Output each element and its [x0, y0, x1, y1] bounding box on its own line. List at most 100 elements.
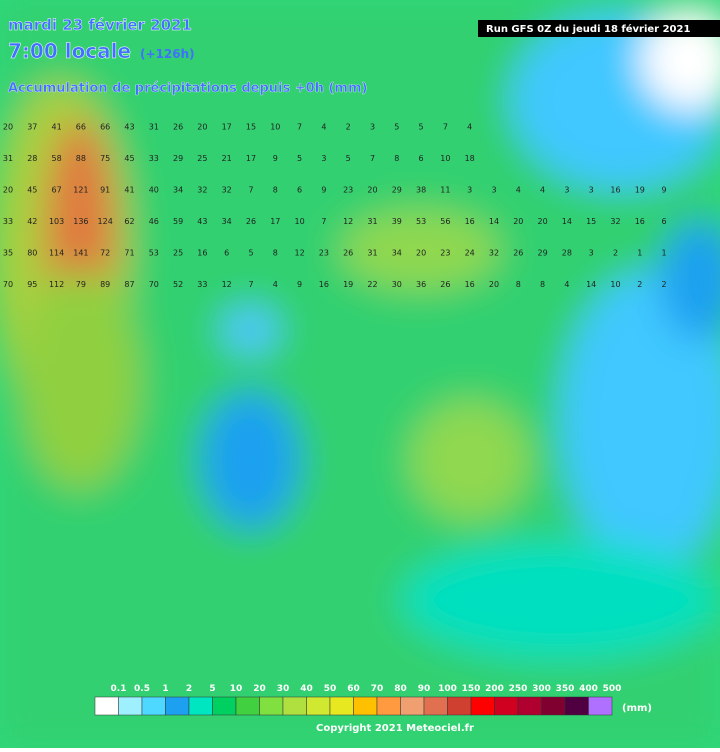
grid-value: 45 — [124, 154, 134, 163]
grid-value: 21 — [222, 154, 232, 163]
grid-value: 33 — [3, 217, 13, 226]
legend-label: 10 — [230, 684, 243, 694]
grid-value: 95 — [27, 280, 37, 289]
legend-label: 1 — [162, 684, 168, 694]
grid-value: 17 — [246, 154, 256, 163]
grid-value: 29 — [173, 154, 183, 163]
grid-value: 3 — [370, 123, 375, 132]
grid-value: 9 — [662, 186, 667, 195]
grid-value: 26 — [343, 249, 353, 258]
legend-label: 150 — [462, 684, 481, 694]
legend-label: 100 — [438, 684, 457, 694]
grid-value: 66 — [76, 123, 86, 132]
grid-value: 14 — [562, 217, 572, 226]
grid-value: 4 — [516, 186, 521, 195]
grid-value: 88 — [76, 154, 86, 163]
time: 7:00 locale — [8, 39, 131, 63]
grid-value: 23 — [343, 186, 353, 195]
grid-value: 5 — [248, 249, 253, 258]
legend-swatch — [447, 696, 472, 716]
grid-value: 20 — [416, 249, 426, 258]
legend-label: 350 — [556, 684, 575, 694]
grid-value: 35 — [3, 249, 13, 258]
grid-value: 124 — [98, 217, 113, 226]
grid-value: 71 — [124, 249, 134, 258]
legend-swatch — [517, 696, 542, 716]
grid-value: 5 — [346, 154, 351, 163]
grid-value: 43 — [124, 123, 134, 132]
legend-unit: (mm) — [622, 703, 652, 714]
legend-swatch — [494, 696, 519, 716]
grid-value: 7 — [248, 186, 253, 195]
grid-value: 10 — [440, 154, 450, 163]
grid-value: 28 — [27, 154, 37, 163]
grid-value: 80 — [27, 249, 37, 258]
grid-value: 29 — [538, 249, 548, 258]
grid-value: 136 — [73, 217, 88, 226]
grid-value: 33 — [197, 280, 207, 289]
legend-swatch — [259, 696, 284, 716]
grid-value: 87 — [124, 280, 134, 289]
grid-value: 16 — [610, 186, 620, 195]
grid-value: 14 — [489, 217, 499, 226]
grid-value: 8 — [516, 280, 521, 289]
grid-value: 26 — [513, 249, 523, 258]
grid-value: 20 — [367, 186, 377, 195]
grid-value: 53 — [149, 249, 159, 258]
run-banner — [478, 20, 720, 37]
grid-value: 5 — [297, 154, 302, 163]
grid-value: 8 — [273, 249, 278, 258]
grid-value: 79 — [76, 280, 86, 289]
grid-value: 112 — [49, 280, 64, 289]
grid-value: 89 — [100, 280, 110, 289]
legend-label: 60 — [347, 684, 360, 694]
legend-swatch — [141, 696, 166, 716]
grid-value: 40 — [149, 186, 159, 195]
legend-label: 70 — [371, 684, 384, 694]
grid-value: 10 — [610, 280, 620, 289]
grid-value: 70 — [3, 280, 13, 289]
grid-value: 67 — [52, 186, 62, 195]
legend-swatch — [541, 696, 566, 716]
grid-value: 4 — [564, 280, 569, 289]
legend-swatch — [118, 696, 143, 716]
legend-swatch — [376, 696, 401, 716]
grid-value: 8 — [394, 154, 399, 163]
grid-value: 32 — [610, 217, 620, 226]
grid-value: 25 — [173, 249, 183, 258]
copyright: Copyright 2021 Meteociel.fr — [316, 723, 474, 734]
legend-swatch — [94, 696, 119, 716]
grid-value: 72 — [100, 249, 110, 258]
grid-value: 15 — [246, 123, 256, 132]
grid-value: 43 — [197, 217, 207, 226]
grid-value: 17 — [222, 123, 232, 132]
grid-value: 3 — [564, 186, 569, 195]
legend-label: 50 — [324, 684, 337, 694]
grid-value: 14 — [586, 280, 596, 289]
legend-label: 90 — [418, 684, 431, 694]
grid-value: 22 — [367, 280, 377, 289]
grid-value: 10 — [270, 123, 280, 132]
grid-value: 91 — [100, 186, 110, 195]
legend-label: 0.1 — [111, 684, 127, 694]
grid-value: 28 — [562, 249, 572, 258]
grid-value: 31 — [367, 217, 377, 226]
grid-value: 26 — [440, 280, 450, 289]
grid-value: 42 — [27, 217, 37, 226]
grid-value: 20 — [489, 280, 499, 289]
grid-value: 20 — [538, 217, 548, 226]
grid-values: 20 37 41 66 66 43 31 26 20 17 15 10 7 4 2 3 5 5 7 431 28 58 88… — [3, 123, 667, 290]
grid-value: 16 — [465, 280, 475, 289]
grid-value: 4 — [273, 280, 278, 289]
date: mardi 23 février 2021 — [8, 16, 192, 34]
grid-value: 2 — [613, 249, 618, 258]
lead: (+126h) — [140, 47, 195, 61]
grid-value: 34 — [173, 186, 183, 195]
legend-swatch — [564, 696, 589, 716]
grid-value: 1 — [662, 249, 667, 258]
grid-value: 12 — [295, 249, 305, 258]
grid-value: 32 — [222, 186, 232, 195]
grid-value: 26 — [173, 123, 183, 132]
